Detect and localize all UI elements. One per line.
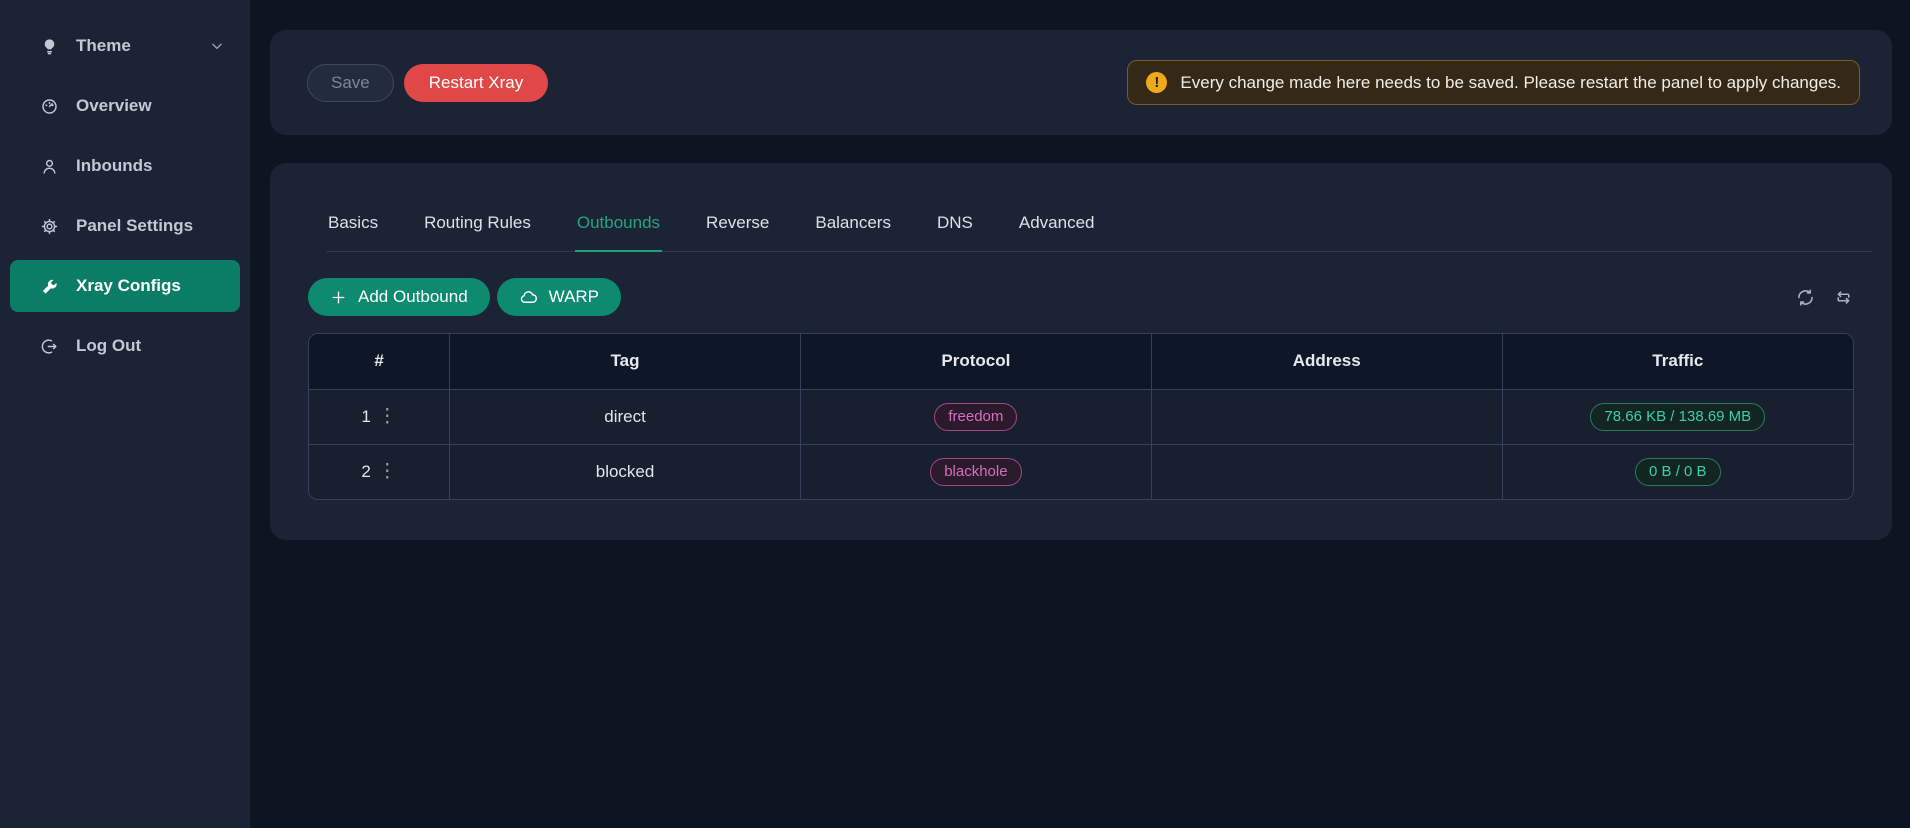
column-header-tag: Tag [449, 334, 801, 389]
sidebar-item-overview[interactable]: Overview [10, 80, 240, 132]
logout-icon [40, 337, 59, 356]
gear-icon [40, 217, 59, 236]
tab-balancers[interactable]: Balancers [815, 213, 891, 232]
tag-cell: blocked [449, 443, 801, 499]
table-row: 1 ⋮ direct freedom 78.66 KB / 138.69 MB [309, 388, 1853, 444]
address-cell [1151, 388, 1503, 444]
action-bar: Save Restart Xray ! Every change made he… [270, 30, 1892, 135]
protocol-badge: blackhole [930, 457, 1022, 486]
main-content: Save Restart Xray ! Every change made he… [250, 0, 1910, 828]
xray-config-card: Basics Routing Rules Outbounds Reverse B… [270, 163, 1892, 540]
sidebar-item-label: Panel Settings [76, 216, 194, 235]
tab-basics[interactable]: Basics [328, 213, 379, 232]
column-header-protocol: Protocol [800, 334, 1152, 389]
user-icon [40, 157, 59, 176]
column-header-address: Address [1151, 334, 1503, 389]
table-tools [1795, 287, 1854, 308]
restart-xray-button[interactable]: Restart Xray [403, 63, 549, 102]
sidebar-item-label: Theme [76, 36, 131, 55]
traffic-badge: 78.66 KB / 138.69 MB [1590, 402, 1766, 431]
tab-dns[interactable]: DNS [936, 213, 973, 232]
tag-cell: direct [449, 388, 801, 444]
warning-alert: ! Every change made here needs to be sav… [1127, 60, 1860, 105]
refresh-icon[interactable] [1795, 287, 1816, 308]
tab-reverse[interactable]: Reverse [706, 213, 770, 232]
sidebar-item-label: Overview [76, 96, 152, 115]
cloud-icon [519, 288, 538, 307]
outbounds-toolbar: Add Outbound WARP [308, 278, 1854, 316]
plus-icon [330, 289, 347, 306]
bulb-icon [40, 37, 59, 56]
chevron-down-icon [210, 39, 224, 53]
traffic-badge: 0 B / 0 B [1635, 457, 1721, 486]
wrench-icon [40, 277, 59, 296]
sidebar-item-label: Log Out [76, 336, 142, 355]
sidebar-item-theme[interactable]: Theme [10, 20, 240, 72]
tab-routing-rules[interactable]: Routing Rules [424, 213, 531, 232]
warp-label: WARP [548, 287, 600, 306]
dashboard-icon [40, 97, 59, 116]
outbounds-table: # Tag Protocol Address Traffic 1 ⋮ [308, 333, 1854, 500]
sidebar-item-inbounds[interactable]: Inbounds [10, 140, 240, 192]
sidebar: Theme Overview Inbounds [0, 0, 250, 828]
table-row: 2 ⋮ blocked blackhole 0 B / 0 B [309, 443, 1853, 499]
row-menu-icon[interactable]: ⋮ [377, 461, 397, 483]
column-header-traffic: Traffic [1502, 334, 1853, 389]
sidebar-item-panel-settings[interactable]: Panel Settings [10, 200, 240, 252]
sidebar-item-xray-configs[interactable]: Xray Configs [10, 260, 240, 312]
row-index: 2 [361, 461, 371, 481]
add-outbound-label: Add Outbound [358, 287, 468, 306]
tab-outbounds[interactable]: Outbounds [574, 199, 663, 252]
row-menu-icon[interactable]: ⋮ [377, 406, 397, 427]
config-tabs: Basics Routing Rules Outbounds Reverse B… [326, 163, 1872, 252]
save-button[interactable]: Save [307, 63, 394, 102]
warp-button[interactable]: WARP [496, 278, 622, 316]
row-index: 1 [361, 406, 371, 426]
protocol-badge: freedom [934, 402, 1018, 431]
warning-icon: ! [1146, 72, 1168, 93]
warning-alert-text: Every change made here needs to be saved… [1180, 72, 1841, 92]
sidebar-item-log-out[interactable]: Log Out [10, 320, 240, 372]
add-outbound-button[interactable]: Add Outbound [308, 278, 490, 316]
table-header-row: # Tag Protocol Address Traffic [309, 334, 1853, 389]
tab-advanced[interactable]: Advanced [1018, 213, 1095, 232]
sidebar-item-label: Xray Configs [76, 276, 181, 295]
column-header-index: # [309, 334, 451, 389]
sidebar-item-label: Inbounds [76, 156, 153, 175]
address-cell [1151, 443, 1503, 499]
repeat-icon[interactable] [1833, 287, 1854, 308]
